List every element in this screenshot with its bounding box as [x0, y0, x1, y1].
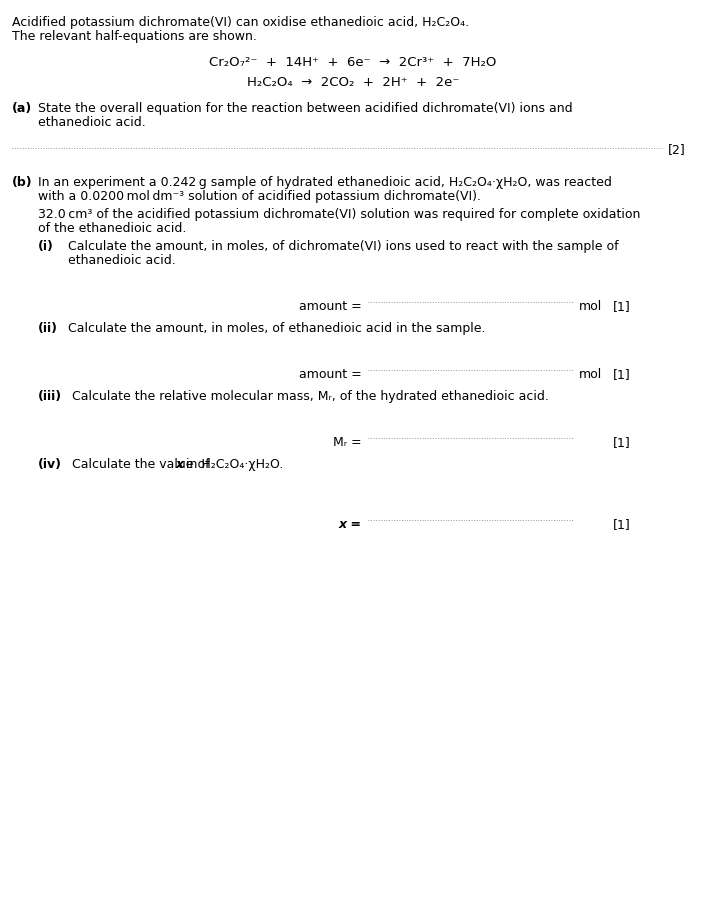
Text: (b): (b): [12, 176, 32, 189]
Text: of the ethanedioic acid.: of the ethanedioic acid.: [38, 222, 186, 235]
Text: (ii): (ii): [38, 322, 58, 335]
Text: 32.0 cm³ of the acidified potassium dichromate(VI) solution was required for com: 32.0 cm³ of the acidified potassium dich…: [38, 208, 640, 221]
Text: mol: mol: [579, 300, 602, 313]
Text: [1]: [1]: [613, 300, 630, 313]
Text: Calculate the amount, in moles, of dichromate(VI) ions used to react with the sa: Calculate the amount, in moles, of dichr…: [68, 240, 618, 253]
Text: x: x: [176, 458, 184, 471]
Text: (iv): (iv): [38, 458, 62, 471]
Text: Calculate the relative molecular mass, Mᵣ, of the hydrated ethanedioic acid.: Calculate the relative molecular mass, M…: [72, 390, 549, 403]
Text: x =: x =: [339, 518, 366, 531]
Text: Calculate the amount, in moles, of ethanedioic acid in the sample.: Calculate the amount, in moles, of ethan…: [68, 322, 486, 335]
Text: mol: mol: [579, 368, 602, 381]
Text: Mᵣ =: Mᵣ =: [333, 436, 366, 449]
Text: amount =: amount =: [299, 300, 366, 313]
Text: [1]: [1]: [613, 368, 630, 381]
Text: The relevant half-equations are shown.: The relevant half-equations are shown.: [12, 30, 257, 43]
Text: State the overall equation for the reaction between acidified dichromate(VI) ion: State the overall equation for the react…: [38, 102, 573, 115]
Text: Cr₂O₇²⁻  +  14H⁺  +  6e⁻  →  2Cr³⁺  +  7H₂O: Cr₂O₇²⁻ + 14H⁺ + 6e⁻ → 2Cr³⁺ + 7H₂O: [209, 56, 497, 69]
Text: In an experiment a 0.242 g sample of hydrated ethanedioic acid, H₂C₂O₄·χH₂O, was: In an experiment a 0.242 g sample of hyd…: [38, 176, 612, 189]
Text: ethanedioic acid.: ethanedioic acid.: [68, 254, 176, 267]
Text: in H₂C₂O₄·χH₂O.: in H₂C₂O₄·χH₂O.: [182, 458, 283, 471]
Text: ethanedioic acid.: ethanedioic acid.: [38, 116, 145, 129]
Text: (iii): (iii): [38, 390, 62, 403]
Text: [1]: [1]: [613, 436, 630, 449]
Text: [2]: [2]: [668, 143, 686, 156]
Text: (a): (a): [12, 102, 32, 115]
Text: H₂C₂O₄  →  2CO₂  +  2H⁺  +  2e⁻: H₂C₂O₄ → 2CO₂ + 2H⁺ + 2e⁻: [247, 76, 459, 89]
Text: (i): (i): [38, 240, 54, 253]
Text: Acidified potassium dichromate(VI) can oxidise ethanedioic acid, H₂C₂O₄.: Acidified potassium dichromate(VI) can o…: [12, 16, 469, 29]
Text: with a 0.0200 mol dm⁻³ solution of acidified potassium dichromate(VI).: with a 0.0200 mol dm⁻³ solution of acidi…: [38, 190, 481, 203]
Text: Calculate the value of: Calculate the value of: [72, 458, 214, 471]
Text: [1]: [1]: [613, 518, 630, 531]
Text: amount =: amount =: [299, 368, 366, 381]
